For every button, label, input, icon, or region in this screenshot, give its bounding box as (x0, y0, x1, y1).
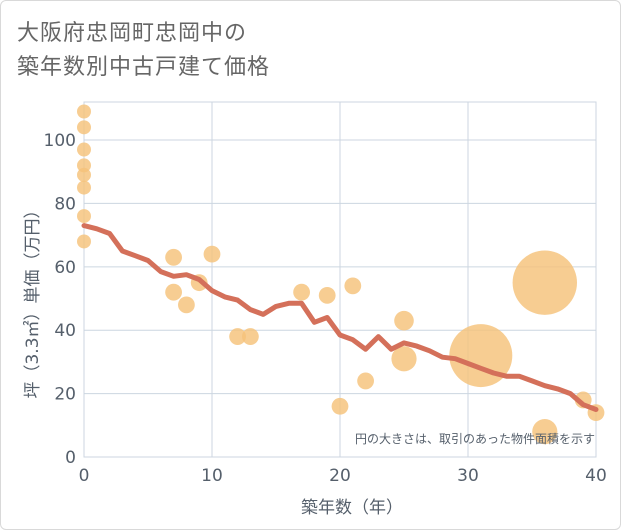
y-tick-label: 20 (54, 385, 76, 405)
data-point (77, 142, 91, 157)
data-point (77, 180, 91, 195)
x-tick-label: 40 (585, 466, 607, 486)
size-note: 円の大きさは、取引のあった物件面積を示す (355, 431, 595, 446)
data-point (229, 328, 247, 345)
data-point (532, 419, 558, 445)
y-axis-label: 坪（3.3㎡）単価（万円） (23, 201, 43, 398)
y-tick-label: 80 (54, 194, 76, 214)
y-tick-label: 100 (44, 131, 76, 151)
x-tick-label: 20 (329, 466, 351, 486)
chart-title-line-2: 築年数別中古戸建て価格 (17, 55, 271, 80)
data-point (391, 346, 417, 372)
y-tick-label: 60 (54, 258, 76, 278)
chart-title-line-1: 大阪府忠岡町忠岡中の (17, 21, 248, 46)
x-tick-label: 0 (79, 466, 90, 486)
y-tick-label: 0 (65, 448, 76, 468)
data-point (77, 104, 91, 119)
data-point (77, 234, 91, 249)
data-point (77, 209, 91, 224)
chart-title: 大阪府忠岡町忠岡中の 築年数別中古戸建て価格 (17, 17, 270, 85)
data-point (178, 296, 195, 314)
data-point (293, 283, 310, 301)
x-axis-label: 築年数（年） (301, 498, 403, 518)
x-tick-labels: 0 10 20 30 40 (79, 466, 607, 486)
data-point (203, 245, 221, 263)
data-point (344, 277, 362, 295)
trend-line (81, 223, 599, 412)
data-point (357, 372, 374, 390)
x-tick-label: 30 (457, 466, 479, 486)
data-points (77, 104, 605, 445)
data-point (165, 283, 183, 301)
data-point (242, 328, 259, 345)
y-tick-labels: 0 20 40 60 80 100 (44, 131, 76, 468)
x-tick-label: 10 (201, 466, 223, 486)
data-point (77, 120, 91, 135)
data-point (331, 397, 349, 415)
data-point (77, 167, 91, 182)
y-tick-label: 40 (54, 321, 76, 341)
data-point (512, 250, 577, 315)
data-point (165, 248, 183, 266)
trend-line-path (81, 223, 599, 412)
data-point (394, 310, 414, 331)
grid-lines (83, 101, 597, 458)
data-point (318, 286, 336, 304)
